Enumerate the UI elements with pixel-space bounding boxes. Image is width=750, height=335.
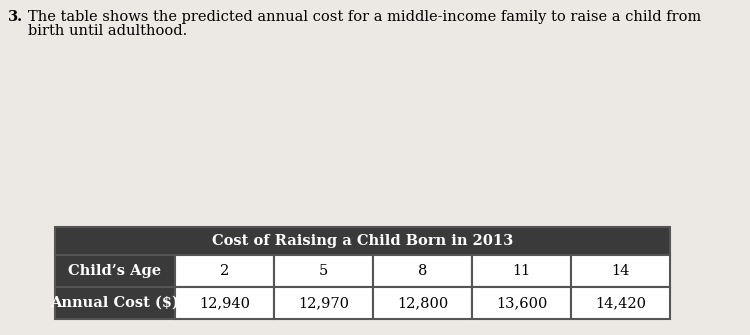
Bar — [274, 255, 373, 287]
Bar — [274, 287, 373, 319]
Bar — [55, 287, 175, 319]
Bar — [472, 287, 571, 319]
Bar — [175, 255, 274, 287]
Bar — [373, 287, 472, 319]
Bar — [571, 287, 670, 319]
Text: 12,800: 12,800 — [397, 296, 448, 310]
Text: 14,420: 14,420 — [595, 296, 646, 310]
Bar — [472, 255, 571, 287]
Bar — [55, 255, 175, 287]
Text: 5: 5 — [319, 264, 328, 278]
Text: Annual Cost ($): Annual Cost ($) — [50, 296, 179, 310]
Text: 11: 11 — [512, 264, 531, 278]
Text: 13,600: 13,600 — [496, 296, 548, 310]
Bar — [55, 227, 670, 255]
Text: 8: 8 — [418, 264, 428, 278]
Text: 12,970: 12,970 — [298, 296, 349, 310]
Text: birth until adulthood.: birth until adulthood. — [28, 24, 188, 38]
Bar — [373, 255, 472, 287]
Text: The table shows the predicted annual cost for a middle-income family to raise a : The table shows the predicted annual cos… — [28, 10, 701, 24]
Text: 2: 2 — [220, 264, 230, 278]
Bar — [175, 287, 274, 319]
Text: 14: 14 — [611, 264, 630, 278]
Text: 12,940: 12,940 — [199, 296, 250, 310]
Text: Child’s Age: Child’s Age — [68, 264, 161, 278]
Text: 3.: 3. — [8, 10, 23, 24]
Bar — [571, 255, 670, 287]
Text: Cost of Raising a Child Born in 2013: Cost of Raising a Child Born in 2013 — [211, 234, 513, 248]
